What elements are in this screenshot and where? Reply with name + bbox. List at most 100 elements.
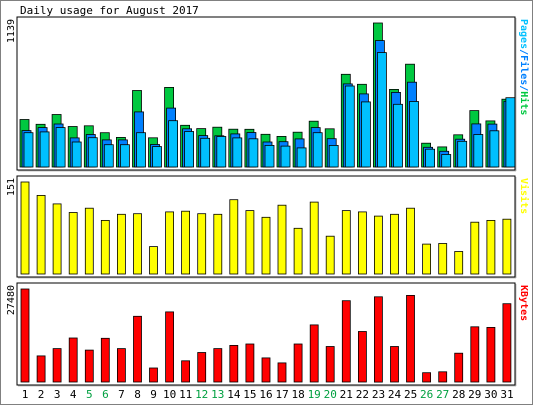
panel-kbytes: 27480 KBytes bbox=[6, 282, 529, 387]
bar-pages-day-2 bbox=[39, 131, 50, 168]
bar-pages-day-10 bbox=[168, 120, 179, 168]
bar-visits-day-22 bbox=[357, 211, 367, 275]
x-tick-label-day-28: 28 bbox=[452, 388, 465, 401]
axis-title-part: Files bbox=[518, 55, 530, 85]
bar-visits-day-9 bbox=[149, 246, 158, 275]
bar-visits-day-13 bbox=[213, 213, 223, 275]
bar-visits-day-16 bbox=[261, 216, 271, 275]
bar-pages-day-24 bbox=[393, 103, 403, 168]
bar-visits-day-8 bbox=[133, 213, 142, 275]
y-max-label: 27480 bbox=[6, 285, 17, 315]
bar-pages-day-8 bbox=[136, 132, 146, 168]
bar-kbytes-day-18 bbox=[293, 343, 303, 383]
bar-pages-day-9 bbox=[152, 146, 162, 168]
x-tick-label-day-4: 4 bbox=[70, 388, 77, 401]
bar-visits-day-10 bbox=[165, 211, 175, 275]
x-tick-label-day-2: 2 bbox=[38, 388, 45, 401]
bar-visits-day-20 bbox=[325, 235, 335, 275]
x-tick-label-day-9: 9 bbox=[150, 388, 157, 401]
bar-kbytes-day-23 bbox=[373, 296, 383, 383]
bar-kbytes-day-26 bbox=[422, 372, 432, 383]
bar-kbytes-day-12 bbox=[197, 352, 207, 383]
bar-pages-day-27 bbox=[441, 154, 452, 168]
axis-title-part: KBytes bbox=[518, 285, 529, 321]
x-tick-label-day-11: 11 bbox=[179, 388, 192, 401]
bar-kbytes-day-9 bbox=[149, 367, 158, 383]
axis-title-part: Visits bbox=[518, 178, 530, 214]
x-tick-label-day-23: 23 bbox=[372, 388, 385, 401]
x-tick-label-day-22: 22 bbox=[356, 388, 369, 401]
x-tick-label-day-6: 6 bbox=[102, 388, 109, 401]
bar-visits-day-2 bbox=[36, 194, 46, 275]
bar-visits-day-14 bbox=[229, 199, 239, 275]
x-tick-label-day-5: 5 bbox=[86, 388, 93, 401]
bar-kbytes-day-19 bbox=[309, 324, 319, 383]
bar-kbytes-day-31 bbox=[502, 303, 512, 383]
bar-pages-day-13 bbox=[216, 136, 227, 168]
bar-visits-day-5 bbox=[84, 207, 94, 275]
axis-title-part: Hits bbox=[518, 91, 530, 115]
bar-kbytes-day-5 bbox=[84, 349, 94, 383]
bar-kbytes-day-2 bbox=[36, 355, 46, 383]
bar-kbytes-day-16 bbox=[261, 357, 271, 383]
bar-pages-day-15 bbox=[248, 138, 259, 168]
bar-kbytes-day-17 bbox=[277, 362, 287, 383]
x-tick-label-day-20: 20 bbox=[324, 388, 337, 401]
bar-kbytes-day-24 bbox=[390, 346, 399, 383]
bar-kbytes-day-25 bbox=[406, 294, 415, 383]
axis-title: Visits bbox=[518, 178, 530, 214]
bar-visits-day-29 bbox=[470, 221, 480, 275]
bar-visits-day-18 bbox=[293, 227, 303, 275]
x-tick-label-day-18: 18 bbox=[291, 388, 304, 401]
x-tick-label-day-7: 7 bbox=[118, 388, 125, 401]
bar-visits-day-6 bbox=[100, 219, 110, 275]
bar-kbytes-day-27 bbox=[438, 371, 448, 383]
bar-kbytes-day-29 bbox=[470, 326, 480, 383]
y-max-label: 151 bbox=[6, 178, 17, 196]
bar-kbytes-day-11 bbox=[181, 360, 191, 383]
bar-visits-day-26 bbox=[422, 243, 432, 275]
bar-pages-day-5 bbox=[87, 137, 98, 168]
y-max-label: 1139 bbox=[6, 19, 17, 43]
x-tick-label-day-24: 24 bbox=[388, 388, 402, 401]
axis-title-part: Pages bbox=[518, 19, 529, 49]
bar-pages-day-12 bbox=[200, 137, 211, 168]
x-tick-label-day-13: 13 bbox=[211, 388, 224, 401]
bar-pages-day-20 bbox=[328, 144, 339, 168]
bar-kbytes-day-28 bbox=[454, 352, 464, 383]
bar-visits-day-11 bbox=[181, 210, 191, 275]
x-tick-label-day-26: 26 bbox=[420, 388, 433, 401]
bar-visits-day-7 bbox=[117, 213, 126, 275]
bar-pages-day-26 bbox=[425, 148, 436, 168]
bar-kbytes-day-13 bbox=[213, 348, 223, 383]
panel-hits-files-pages: 1139 Pages/Files/Hits bbox=[6, 16, 530, 172]
bar-pages-day-6 bbox=[103, 144, 114, 168]
x-tick-label-day-15: 15 bbox=[243, 388, 256, 401]
bar-visits-day-3 bbox=[52, 203, 62, 275]
chart-title: Daily usage for August 2017 bbox=[20, 4, 199, 17]
bar-visits-day-1 bbox=[20, 181, 30, 275]
bar-pages-day-21 bbox=[344, 85, 355, 168]
axis-title: KBytes bbox=[518, 285, 529, 321]
bar-pages-day-29 bbox=[473, 134, 484, 168]
x-tick-label-day-21: 21 bbox=[340, 388, 353, 401]
x-tick-label-day-12: 12 bbox=[195, 388, 208, 401]
x-tick-label-day-25: 25 bbox=[404, 388, 417, 401]
bar-kbytes-day-22 bbox=[357, 331, 367, 383]
bar-kbytes-day-10 bbox=[165, 311, 175, 383]
bar-kbytes-day-14 bbox=[229, 344, 239, 383]
bar-visits-day-25 bbox=[406, 207, 415, 275]
bar-pages-day-3 bbox=[55, 127, 66, 168]
x-tick-label-day-27: 27 bbox=[436, 388, 449, 401]
bar-pages-day-14 bbox=[232, 137, 243, 168]
x-tick-label-day-14: 14 bbox=[227, 388, 241, 401]
bar-pages-day-23 bbox=[376, 52, 387, 168]
bar-kbytes-day-30 bbox=[486, 326, 496, 383]
bar-pages-day-30 bbox=[489, 130, 500, 168]
bar-kbytes-day-6 bbox=[100, 337, 110, 383]
bar-kbytes-day-1 bbox=[20, 288, 30, 383]
bar-pages-day-18 bbox=[296, 147, 307, 168]
x-tick-label-day-16: 16 bbox=[259, 388, 272, 401]
